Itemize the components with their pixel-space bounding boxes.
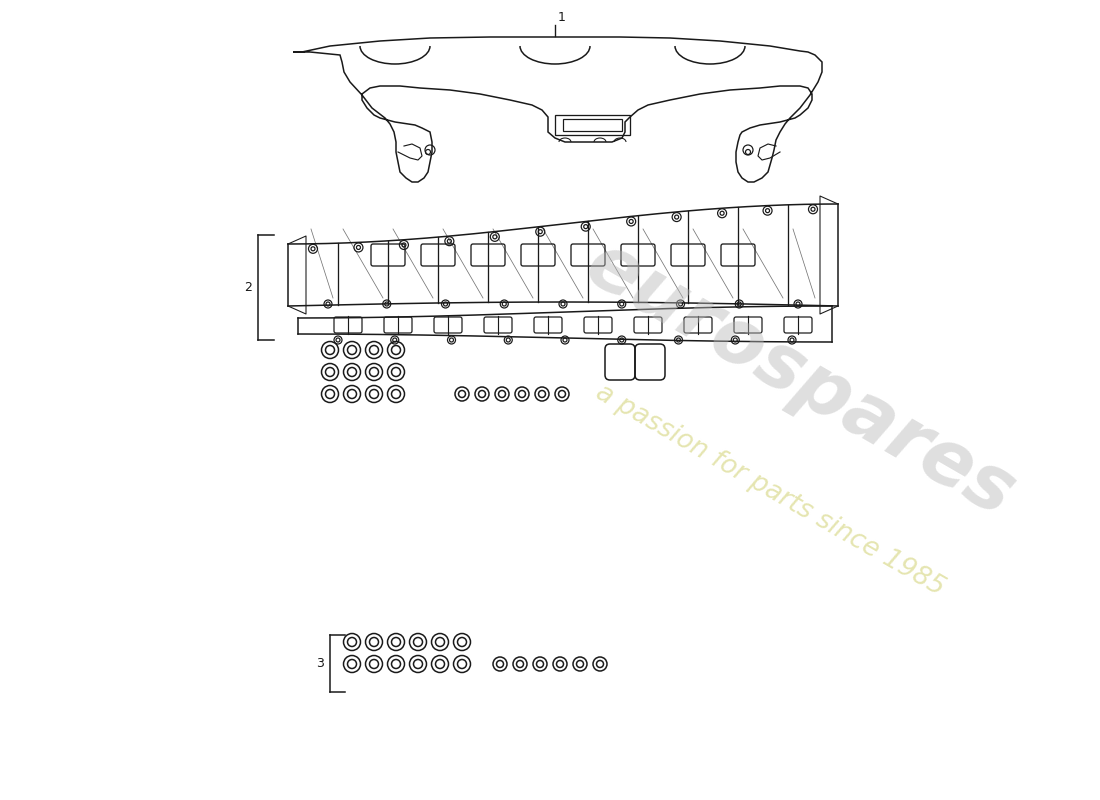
Text: eurospares: eurospares <box>572 227 1027 533</box>
Text: 1: 1 <box>558 11 565 24</box>
Text: a passion for parts since 1985: a passion for parts since 1985 <box>591 379 949 601</box>
Text: 3: 3 <box>316 657 324 670</box>
Text: 2: 2 <box>244 281 252 294</box>
